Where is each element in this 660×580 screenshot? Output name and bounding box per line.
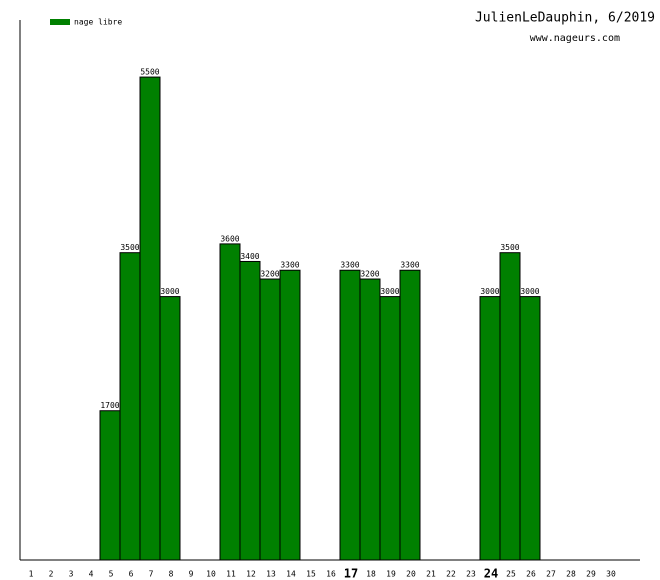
bar	[479, 296, 501, 561]
legend-swatch	[50, 19, 70, 25]
bar	[159, 296, 181, 561]
bar	[139, 76, 161, 561]
x-tick-label: 12	[246, 570, 256, 579]
x-tick-label: 23	[466, 570, 476, 579]
x-tick-label: 18	[366, 570, 376, 579]
x-tick-label: 26	[526, 570, 536, 579]
x-tick-label: 28	[566, 570, 576, 579]
value-label: 3500	[500, 243, 519, 252]
bar	[379, 296, 401, 561]
value-label: 3500	[120, 243, 139, 252]
x-tick-label: 1	[29, 570, 34, 579]
x-tick-label: 8	[169, 570, 174, 579]
value-label: 3200	[260, 270, 279, 279]
value-label: 3300	[280, 261, 299, 270]
bar	[259, 278, 281, 561]
value-label: 3300	[400, 261, 419, 270]
x-tick-label: 14	[286, 570, 296, 579]
value-label: 3000	[380, 287, 399, 296]
value-label: 5500	[140, 68, 159, 77]
chart-subtitle: www.nageurs.com	[530, 33, 620, 44]
x-tick-label: 9	[189, 570, 194, 579]
value-label: 3400	[240, 252, 259, 261]
x-tick-label: 11	[226, 570, 236, 579]
value-label: 3000	[160, 287, 179, 296]
x-tick-label: 30	[606, 570, 616, 579]
x-tick-label: 6	[129, 570, 134, 579]
x-tick-label: 20	[406, 570, 416, 579]
x-tick-label: 19	[386, 570, 396, 579]
x-tick-label: 2	[49, 570, 54, 579]
x-tick-label: 10	[206, 570, 216, 579]
x-tick-label: 4	[89, 570, 94, 579]
x-tick-label: 3	[69, 570, 74, 579]
bar	[279, 269, 301, 561]
x-tick-label: 13	[266, 570, 276, 579]
value-label: 3200	[360, 270, 379, 279]
x-tick-label: 16	[326, 570, 336, 579]
chart-title: JulienLeDauphin, 6/2019	[475, 11, 655, 26]
x-tick-label: 17	[344, 567, 358, 580]
x-tick-label: 15	[306, 570, 316, 579]
x-tick-label: 27	[546, 570, 556, 579]
x-tick-label: 25	[506, 570, 516, 579]
bar	[239, 260, 261, 561]
bar	[339, 269, 361, 561]
bar	[359, 278, 381, 561]
x-tick-label: 21	[426, 570, 436, 579]
x-tick-label: 7	[149, 570, 154, 579]
value-label: 3000	[480, 287, 499, 296]
bar	[99, 410, 121, 561]
value-label: 3000	[520, 287, 539, 296]
value-label: 1700	[100, 401, 119, 410]
bar	[399, 269, 421, 561]
x-tick-label: 22	[446, 570, 456, 579]
value-label: 3600	[220, 234, 239, 243]
bar	[519, 296, 541, 561]
bar	[499, 252, 521, 561]
x-tick-label: 5	[109, 570, 114, 579]
bar	[119, 252, 141, 561]
x-tick-label: 24	[484, 567, 498, 580]
x-tick-label: 29	[586, 570, 596, 579]
bar	[219, 243, 241, 561]
legend-label: nage libre	[74, 18, 122, 27]
value-label: 3300	[340, 261, 359, 270]
